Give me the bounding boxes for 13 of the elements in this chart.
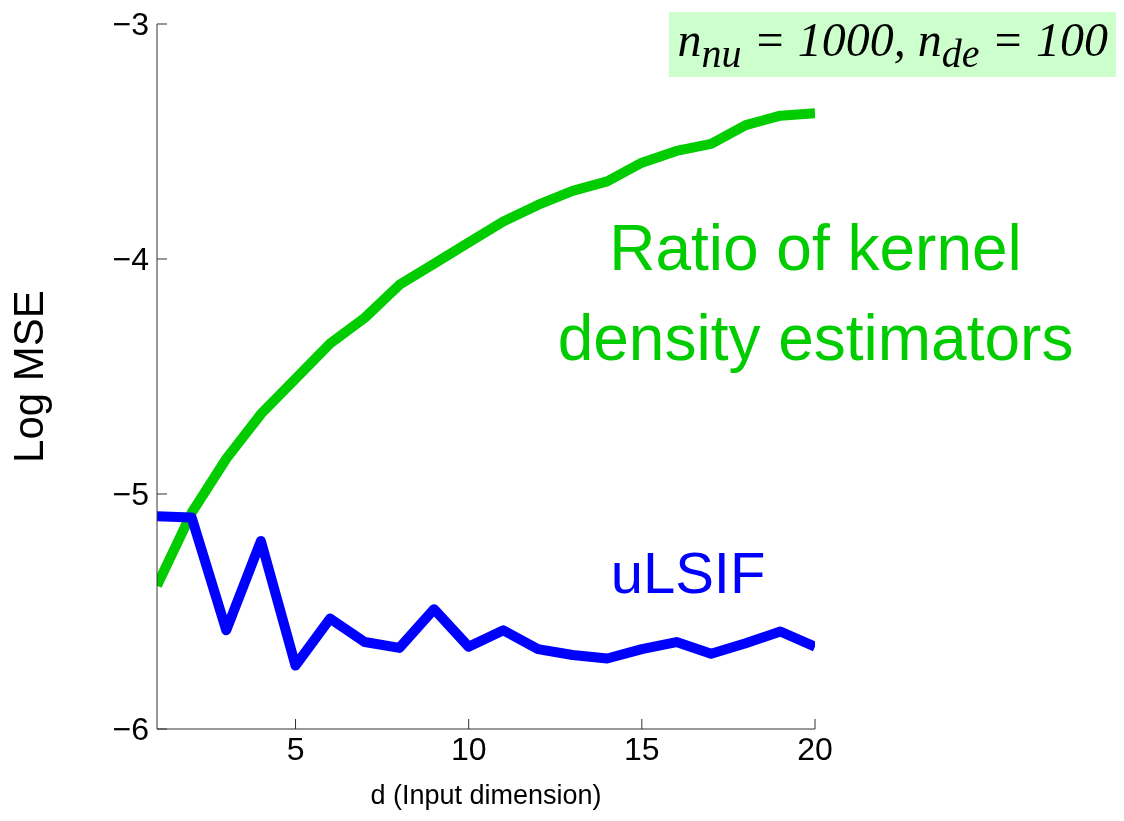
x-axis-title: d (Input dimension) bbox=[370, 780, 602, 810]
y-tick-label: −5 bbox=[112, 476, 149, 513]
series-label: uLSIF bbox=[609, 539, 767, 607]
x-tick-label: 10 bbox=[450, 730, 487, 767]
x-tick-label: 15 bbox=[624, 730, 660, 767]
series-label: Ratio of kernel density estimators bbox=[556, 211, 1075, 376]
y-axis-title: Log MSE bbox=[4, 290, 52, 463]
y-tick-label: −3 bbox=[112, 6, 149, 43]
y-tick-label: −4 bbox=[112, 241, 149, 278]
x-tick-label: 20 bbox=[797, 730, 833, 767]
y-tick-label: −6 bbox=[112, 711, 149, 748]
x-tick-label: 5 bbox=[286, 730, 305, 767]
annotation: n$_{nu}$ = 1000, n$_{de}$ = 100 bbox=[669, 12, 1116, 77]
